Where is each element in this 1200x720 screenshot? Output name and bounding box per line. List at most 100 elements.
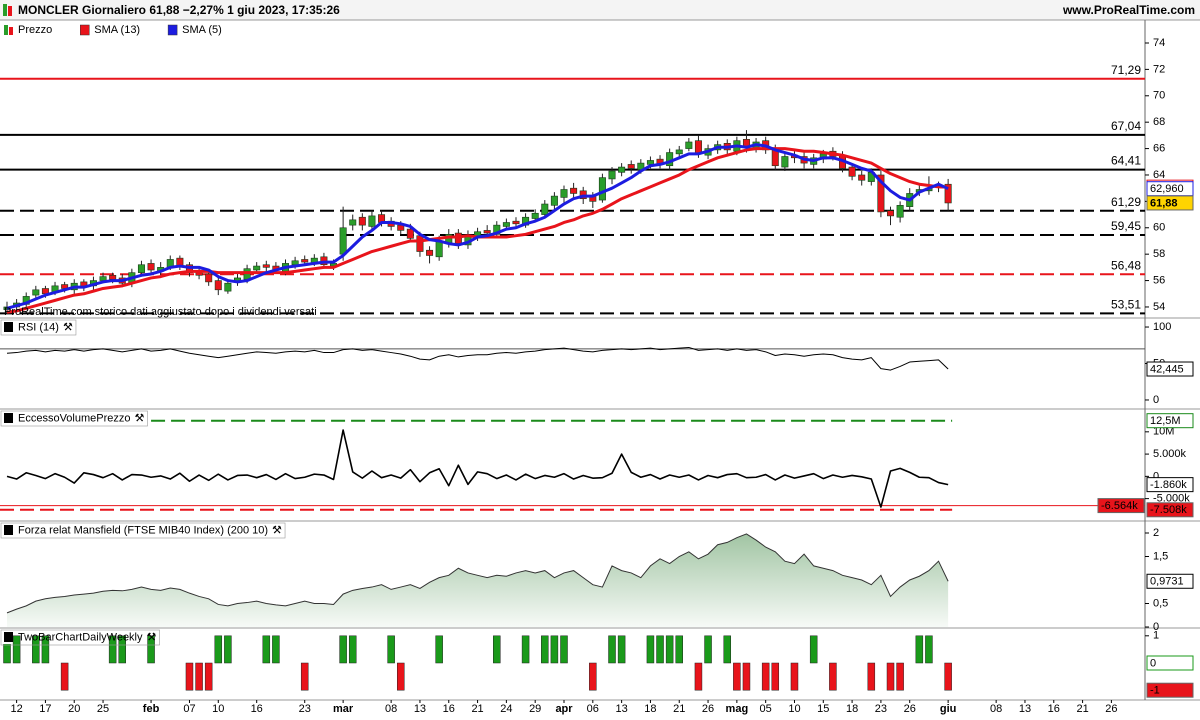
value-box-label: 62,960: [1150, 183, 1184, 195]
candle-body: [570, 187, 578, 194]
value-box: 42,445: [1146, 361, 1194, 377]
candle-body: [32, 289, 40, 296]
bar: [733, 662, 741, 691]
candle-body: [944, 183, 952, 204]
panel-title-text: RSI (14): [18, 321, 59, 333]
y-tick-label: 0: [1153, 470, 1159, 482]
bar: [541, 635, 549, 664]
panel-title-tool: ⚒: [272, 524, 282, 536]
bar: [656, 635, 664, 664]
candle-body: [531, 212, 539, 219]
legend-swatch: [4, 25, 8, 35]
bar: [925, 635, 933, 664]
y-tick-label: 60: [1153, 222, 1165, 234]
bar: [224, 635, 232, 664]
y-tick-label: -5.000k: [1153, 493, 1190, 505]
value-box: -6.564k: [1097, 498, 1145, 514]
x-tick-label: 13: [1019, 703, 1031, 715]
value-box-bg: [1097, 498, 1145, 514]
x-tick-label: 10: [212, 703, 224, 715]
value-box-bg: [1146, 195, 1194, 211]
x-tick-label: 17: [39, 703, 51, 715]
x-tick-label: 05: [760, 703, 772, 715]
value-box: 0: [1146, 655, 1194, 671]
x-tick-label: 16: [1048, 703, 1060, 715]
bar: [761, 662, 770, 691]
panel-title-text: TwoBarChartDailyWeekly: [18, 631, 143, 643]
panel-title: EccessoVolumePrezzo ⚒: [0, 410, 148, 427]
candle-body: [214, 280, 222, 291]
value-box-label: 12,5M: [1150, 415, 1181, 427]
header-bar: [0, 0, 1200, 20]
y-tick-label: 64: [1153, 169, 1165, 181]
bar: [560, 635, 568, 664]
y-tick-label: 1: [1153, 630, 1159, 642]
candle-body: [618, 166, 626, 173]
value-box-label: 0: [1150, 657, 1156, 669]
candle-body: [560, 189, 568, 198]
x-tick-label: 26: [702, 703, 714, 715]
candle-body: [848, 166, 856, 177]
panel-title-border: [0, 629, 160, 646]
bar: [646, 635, 655, 664]
x-tick-label: 08: [385, 703, 397, 715]
candle-body: [541, 203, 549, 215]
y-tick-label: 10M: [1153, 426, 1174, 438]
y-tick-label: 0: [1153, 621, 1159, 633]
bar: [886, 662, 895, 691]
value-box-bg: [1146, 477, 1194, 493]
candle-body: [147, 263, 155, 271]
bar: [300, 662, 309, 691]
candle-body: [896, 205, 904, 218]
legend-label: SMA (5): [182, 24, 222, 36]
legend-swatch: [80, 24, 90, 36]
candle-body: [502, 222, 510, 227]
bar: [272, 635, 280, 664]
bar: [896, 662, 904, 691]
x-tick-label: 08: [990, 703, 1002, 715]
x-tick-label: feb: [143, 703, 160, 715]
y-tick-label: 66: [1153, 142, 1165, 154]
x-tick-label: 23: [299, 703, 311, 715]
x-tick-label: 13: [615, 703, 627, 715]
panel-title-icon: [4, 413, 13, 423]
candle-body: [627, 164, 635, 169]
bar: [944, 662, 952, 691]
y-tick-label: 2: [1153, 527, 1159, 539]
value-box: 61,88: [1146, 195, 1194, 211]
bar: [108, 635, 117, 664]
bar: [723, 635, 732, 664]
level-label: 61,29: [1111, 195, 1141, 209]
x-tick-label: 21: [1076, 703, 1088, 715]
header-title: MONCLER Giornaliero 61,88 −2,27% 1 giu 2…: [18, 3, 340, 17]
candle-body: [685, 141, 693, 149]
candle-body: [339, 227, 347, 255]
candle-body: [301, 259, 309, 263]
x-tick-label: 26: [1105, 703, 1117, 715]
panel-title: Forza relat Mansfield (FTSE MIB40 Index)…: [0, 522, 286, 539]
panel-title: RSI (14) ⚒: [0, 319, 77, 336]
header-site[interactable]: www.ProRealTime.com: [1062, 3, 1195, 17]
bar: [521, 635, 530, 664]
x-tick-label: 06: [587, 703, 599, 715]
x-tick-label: 15: [817, 703, 829, 715]
value-box-label: -1.860k: [1150, 479, 1187, 491]
bar: [617, 635, 626, 664]
candle-body: [291, 260, 299, 266]
x-tick-label: 21: [471, 703, 483, 715]
x-tick-label: giu: [940, 703, 957, 715]
y-tick-label: 72: [1153, 63, 1165, 75]
bar: [589, 662, 597, 691]
bar: [742, 662, 751, 691]
overlay: 71,29 67,04 64,41 61,29 59,45 56,48 53,51 Prezz…: [0, 24, 1194, 715]
candle-body: [781, 156, 789, 168]
x-tick-label: mag: [726, 703, 749, 715]
x-tick-label: apr: [555, 703, 573, 715]
value-box-label: -1: [1150, 685, 1160, 697]
candle-body: [253, 265, 261, 271]
panel-title-border: [0, 522, 286, 539]
x-tick-label: mar: [333, 703, 354, 715]
bar: [704, 635, 712, 664]
x-tick-label: 23: [875, 703, 887, 715]
